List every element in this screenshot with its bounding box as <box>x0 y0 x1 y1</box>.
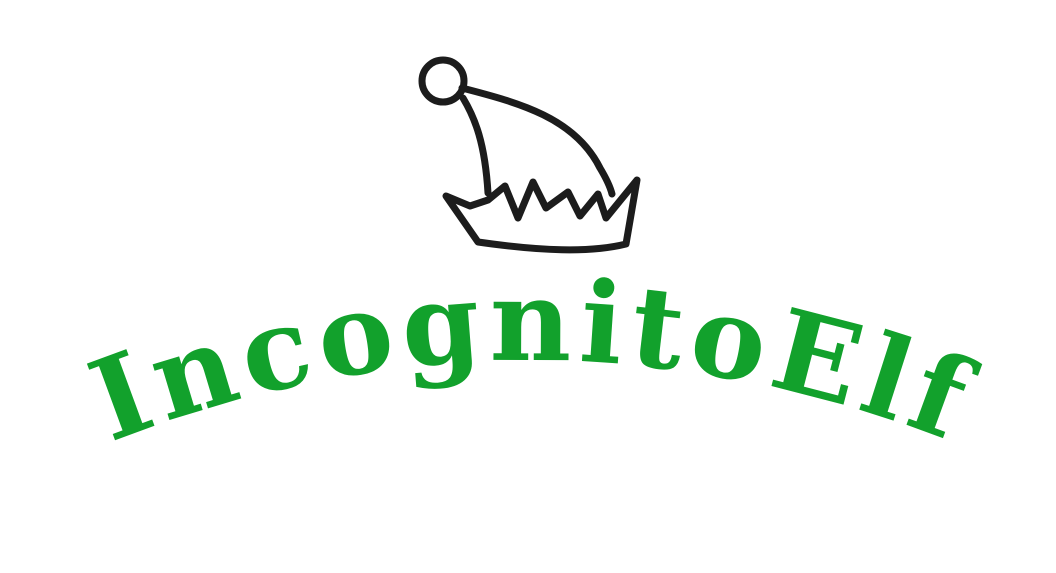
brand-name: IncognitoElf <box>74 256 990 468</box>
brand-name-text: IncognitoElf <box>74 256 983 468</box>
elf-hat-icon <box>418 56 641 254</box>
